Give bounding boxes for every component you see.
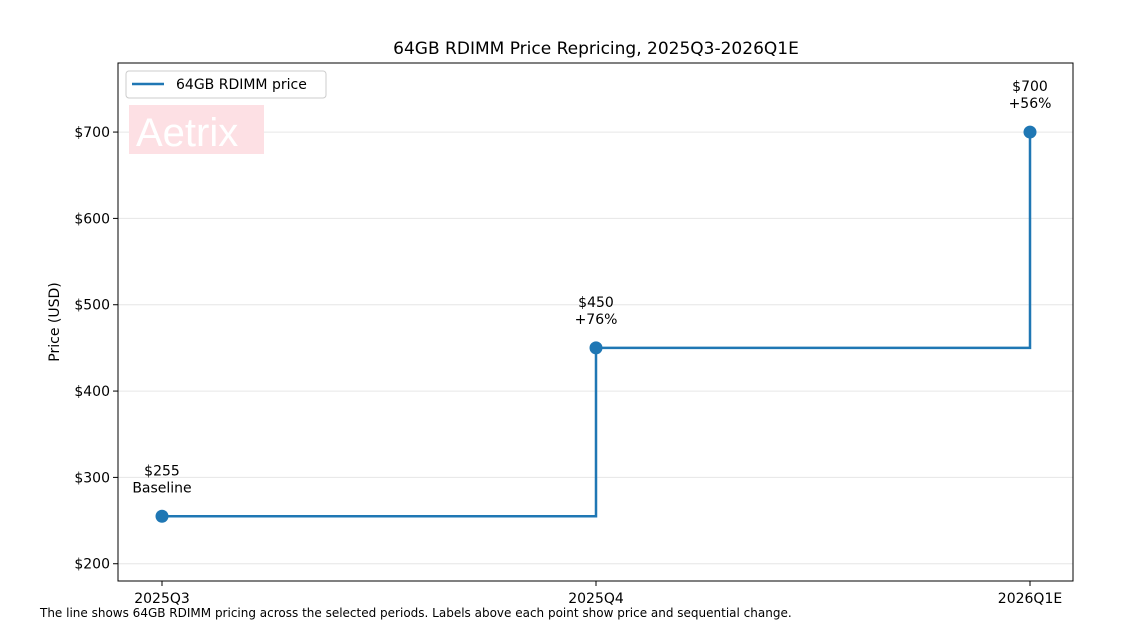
watermark-background xyxy=(129,105,264,154)
watermark: Aetrix xyxy=(129,105,264,155)
y-tick-label: $200 xyxy=(74,557,110,573)
data-point xyxy=(589,341,603,355)
point-label-price: $450 xyxy=(578,295,614,311)
y-axis-ticks: $200 $300 $400 $500 $600 $700 xyxy=(74,125,118,573)
x-tick-label: 2025Q4 xyxy=(568,591,624,607)
data-point xyxy=(155,509,169,523)
series-layer xyxy=(155,125,1037,523)
data-point xyxy=(1023,125,1037,139)
y-tick-label: $300 xyxy=(74,470,110,486)
point-label-price: $700 xyxy=(1012,79,1048,95)
y-tick-label: $700 xyxy=(74,125,110,141)
point-label-change: +56% xyxy=(1009,96,1052,112)
x-axis-ticks: 2025Q3 2025Q4 2026Q1E xyxy=(134,581,1062,607)
chart-caption: The line shows 64GB RDIMM pricing across… xyxy=(40,606,792,620)
legend-label: 64GB RDIMM price xyxy=(176,77,307,93)
y-axis-label: Price (USD) xyxy=(47,282,63,361)
watermark-text: Aetrix xyxy=(136,111,238,155)
y-tick-label: $600 xyxy=(74,211,110,227)
point-label-change: +76% xyxy=(575,312,618,328)
x-tick-label: 2025Q3 xyxy=(134,591,190,607)
point-label-price: $255 xyxy=(144,463,180,479)
y-tick-label: $500 xyxy=(74,298,110,314)
point-label-change: Baseline xyxy=(132,480,191,496)
legend-box xyxy=(125,70,327,99)
x-tick-label: 2026Q1E xyxy=(998,591,1062,607)
y-tick-label: $400 xyxy=(74,384,110,400)
chart-title: 64GB RDIMM Price Repricing, 2025Q3-2026Q… xyxy=(393,39,799,59)
legend: 64GB RDIMM price xyxy=(125,70,327,99)
